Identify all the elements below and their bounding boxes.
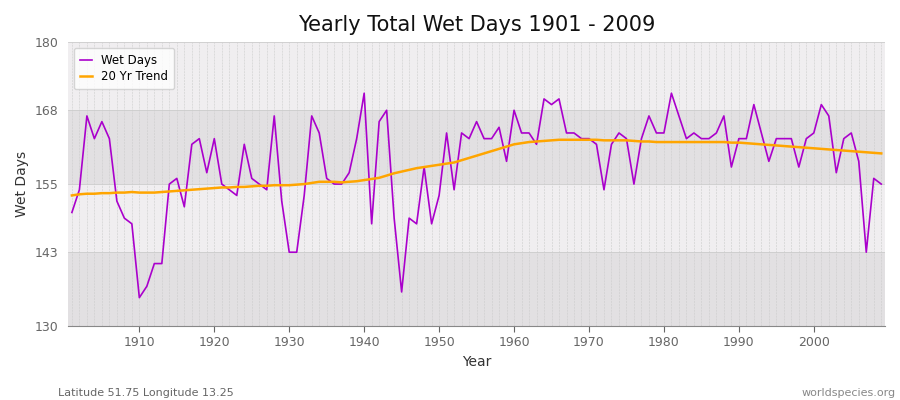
20 Yr Trend bbox=[67, 193, 77, 198]
Wet Days bbox=[516, 130, 526, 135]
20 Yr Trend bbox=[554, 137, 564, 142]
20 Yr Trend bbox=[508, 142, 519, 147]
Wet Days bbox=[299, 193, 310, 198]
Bar bbox=[68, 184, 885, 252]
Text: worldspecies.org: worldspecies.org bbox=[801, 388, 896, 398]
Line: 20 Yr Trend: 20 Yr Trend bbox=[72, 140, 881, 196]
Wet Days bbox=[134, 295, 145, 300]
Wet Days bbox=[127, 222, 138, 226]
20 Yr Trend bbox=[501, 144, 512, 149]
Text: Latitude 51.75 Longitude 13.25: Latitude 51.75 Longitude 13.25 bbox=[58, 388, 234, 398]
Legend: Wet Days, 20 Yr Trend: Wet Days, 20 Yr Trend bbox=[74, 48, 174, 89]
Bar bbox=[68, 110, 885, 184]
Title: Yearly Total Wet Days 1901 - 2009: Yearly Total Wet Days 1901 - 2009 bbox=[298, 15, 655, 35]
Bar bbox=[68, 252, 885, 326]
Y-axis label: Wet Days: Wet Days bbox=[15, 151, 29, 217]
Wet Days bbox=[67, 210, 77, 215]
Wet Days bbox=[359, 91, 370, 96]
20 Yr Trend bbox=[606, 138, 616, 143]
Wet Days bbox=[344, 170, 355, 175]
Bar bbox=[68, 42, 885, 110]
X-axis label: Year: Year bbox=[462, 355, 491, 369]
20 Yr Trend bbox=[337, 180, 347, 185]
20 Yr Trend bbox=[876, 151, 886, 156]
20 Yr Trend bbox=[292, 182, 302, 187]
20 Yr Trend bbox=[127, 190, 138, 194]
Wet Days bbox=[614, 130, 625, 135]
Wet Days bbox=[524, 130, 535, 135]
Wet Days bbox=[876, 182, 886, 186]
Line: Wet Days: Wet Days bbox=[72, 93, 881, 298]
